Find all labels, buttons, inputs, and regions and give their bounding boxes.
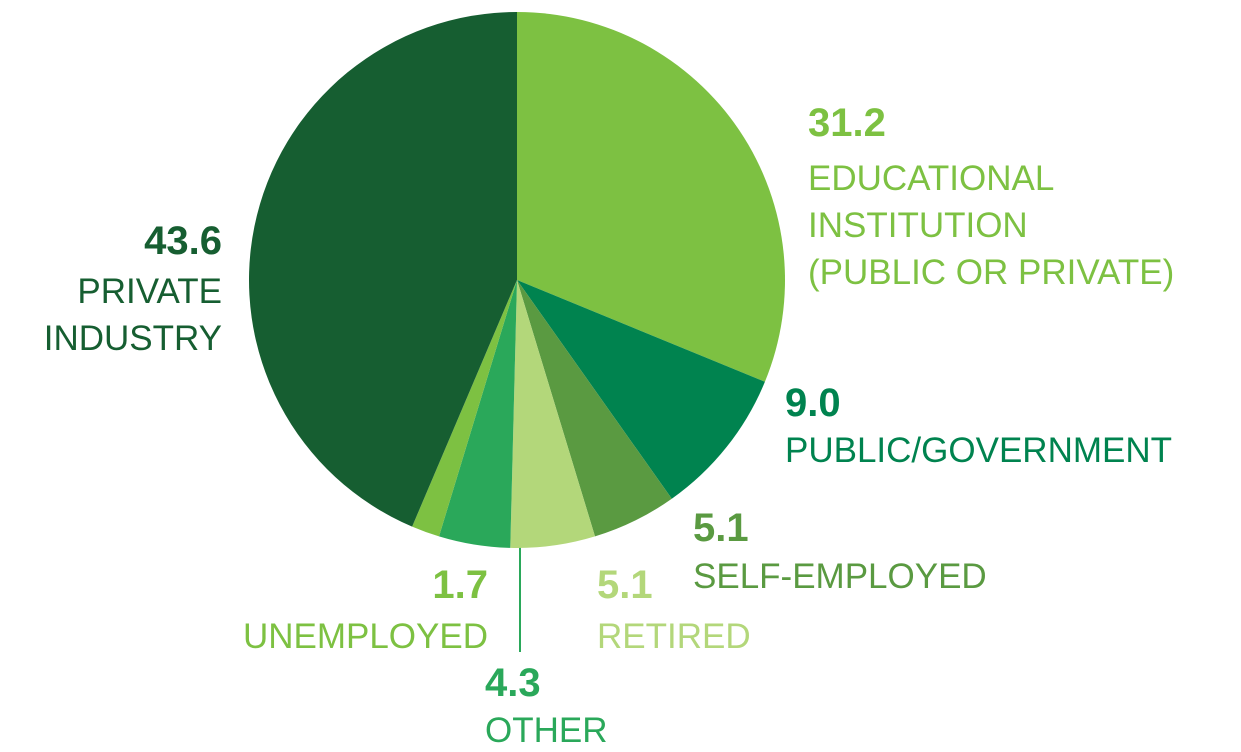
category-label: PUBLIC/GOVERNMENT (785, 431, 1172, 470)
value-label: 1.7 (432, 563, 488, 607)
value-label: 4.3 (485, 661, 541, 705)
value-label: 31.2 (808, 101, 886, 145)
pie-slice (517, 280, 765, 499)
pie-slice (412, 280, 517, 537)
category-label: OTHER (485, 711, 608, 750)
pie-slice (517, 12, 786, 382)
value-label: 5.1 (597, 563, 653, 607)
category-label: PRIVATE INDUSTRY (43, 272, 222, 358)
value-label: 43.6 (144, 219, 222, 263)
value-label: 5.1 (693, 506, 749, 550)
category-label: EDUCATIONAL INSTITUTION (PUBLIC OR PRIVA… (808, 159, 1175, 292)
category-label: UNEMPLOYED (242, 617, 488, 656)
pie-slice (517, 280, 672, 537)
pie-slice (510, 280, 595, 548)
category-label: SELF-EMPLOYED (693, 557, 987, 596)
value-label: 9.0 (785, 381, 841, 425)
category-label: RETIRED (597, 617, 751, 656)
pie-slice (439, 280, 517, 548)
pie-slice (248, 11, 517, 527)
